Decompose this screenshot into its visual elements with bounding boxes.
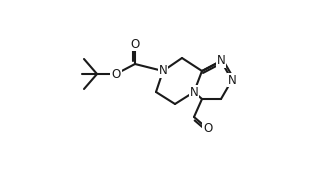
Text: O: O — [111, 68, 121, 81]
Text: N: N — [228, 73, 236, 86]
Text: N: N — [217, 54, 225, 68]
Text: N: N — [190, 85, 198, 98]
Text: O: O — [131, 38, 140, 50]
Text: O: O — [203, 122, 213, 136]
Text: N: N — [159, 65, 167, 77]
